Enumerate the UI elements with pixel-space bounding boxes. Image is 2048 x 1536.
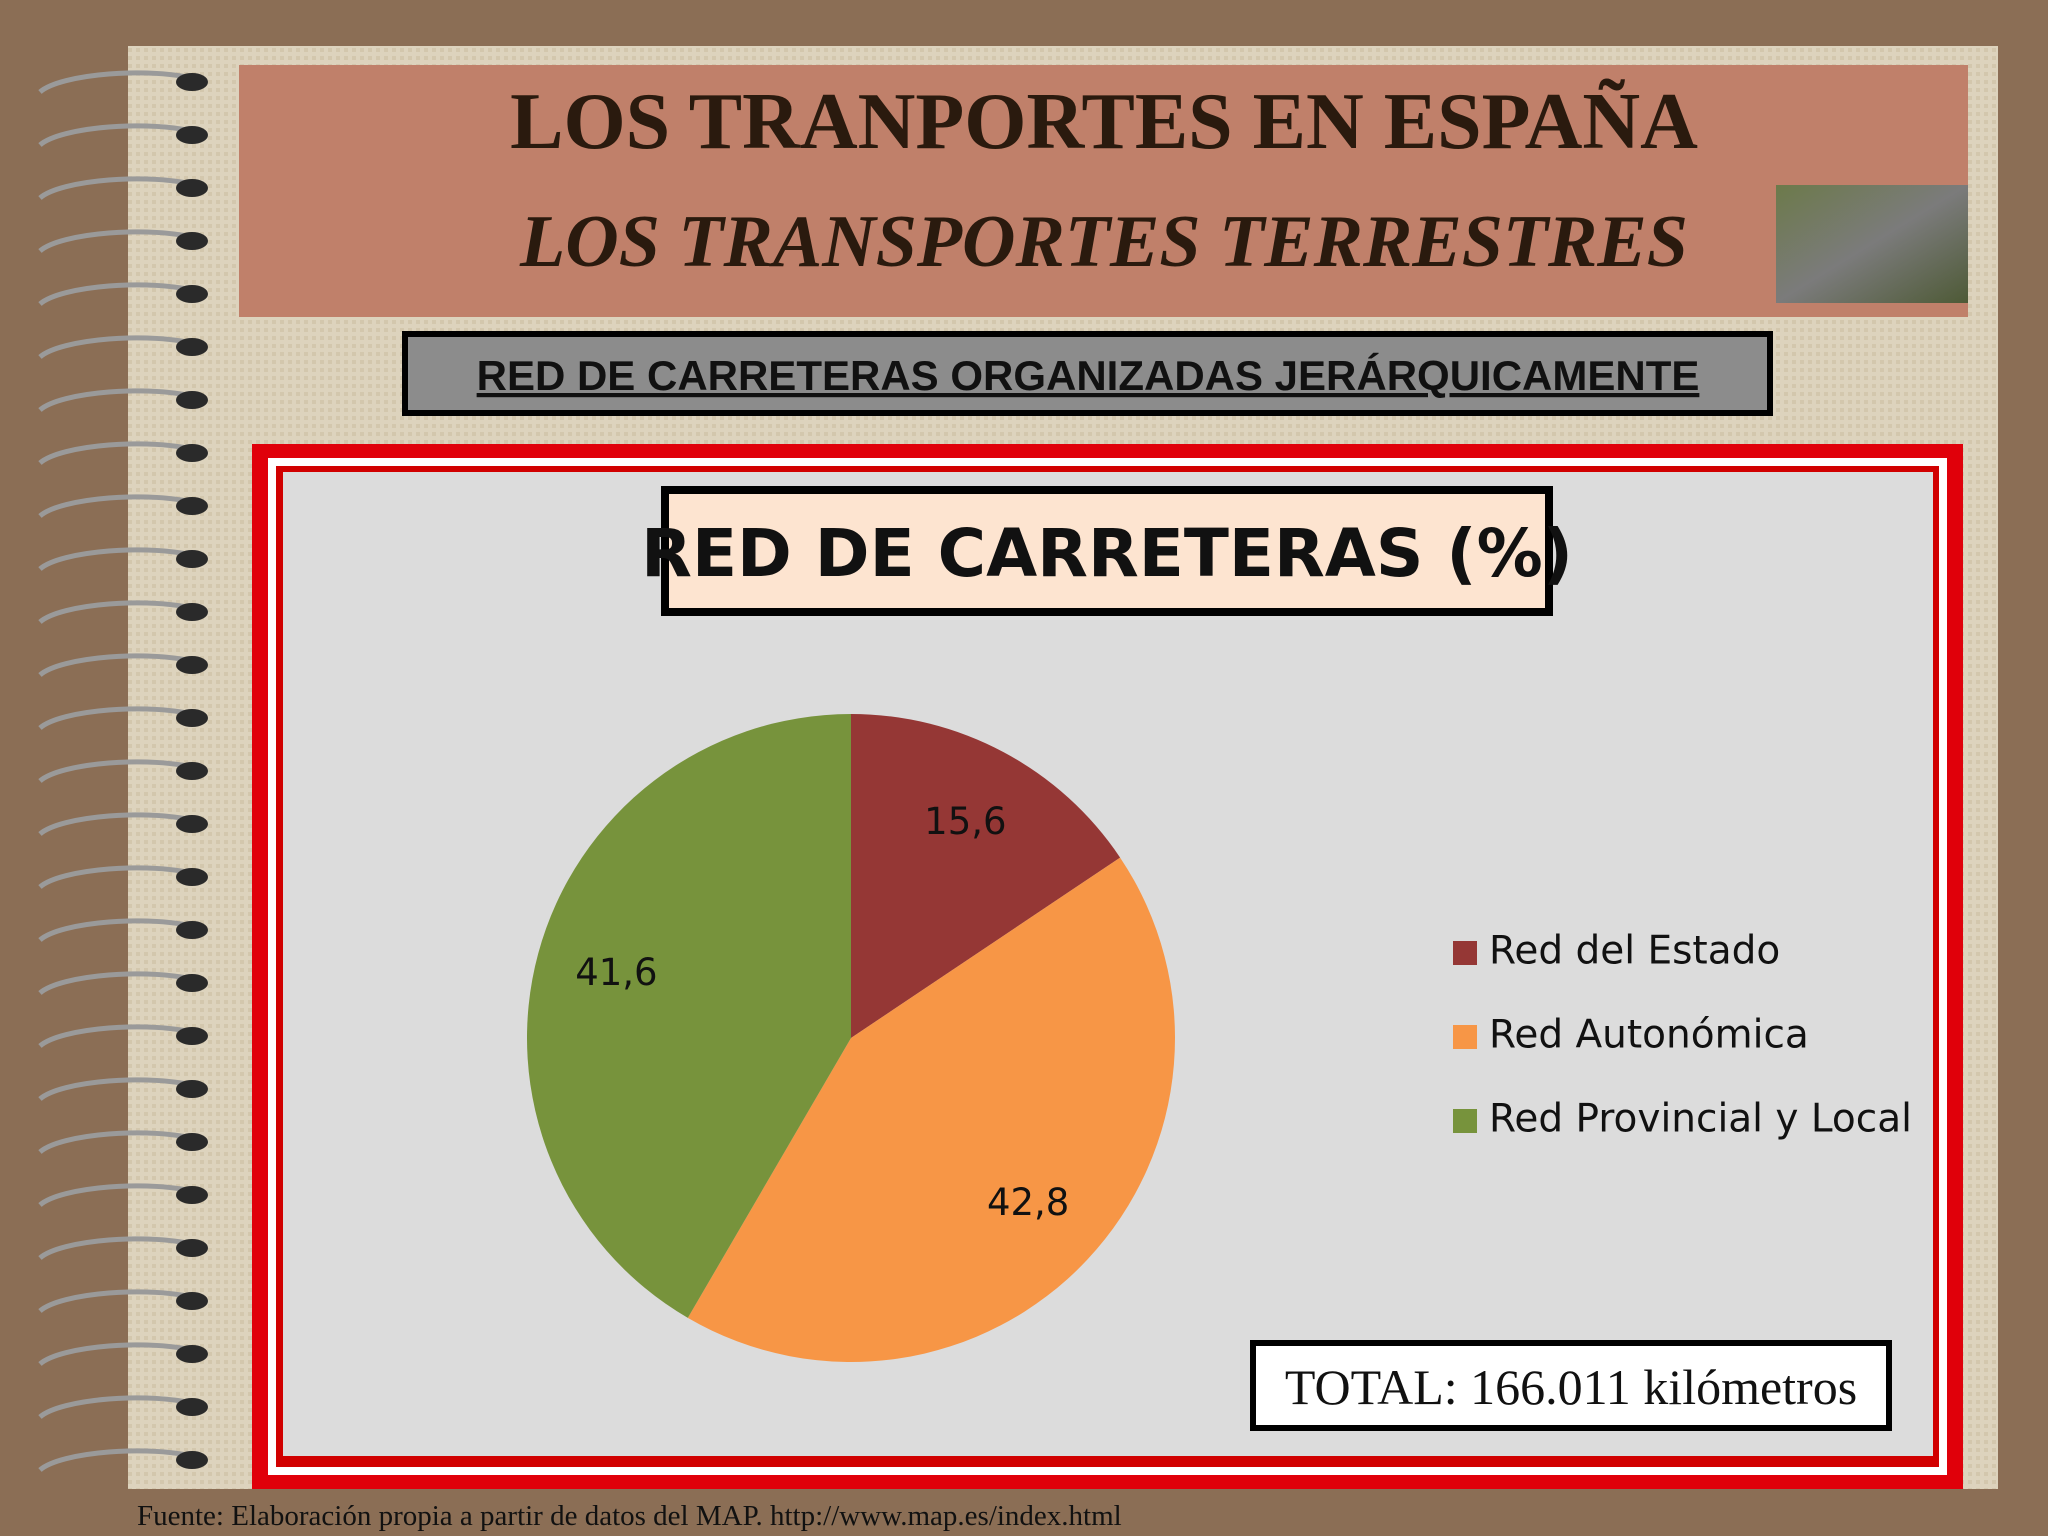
pie-slice [527,714,851,1318]
ring-hole [176,656,208,674]
legend-swatch [1453,941,1477,965]
ring-hole [176,921,208,939]
header-box [239,65,1968,317]
footer: Fuente: Elaboración propia a partir de d… [137,1500,1122,1532]
ring-hole [176,550,208,568]
ring-hole [176,1345,208,1363]
chart-title: RED DE CARRETERAS (%) [641,515,1573,592]
section-box [402,331,1773,416]
legend-label: Red del Estado [1489,929,1780,974]
ring-hole [176,868,208,886]
pie-slice [851,714,1121,1038]
ring-hole [176,232,208,250]
ring-hole [176,444,208,462]
ring-hole [176,603,208,621]
legend: Red del Estado Red Autonómica Red Provinci… [1453,929,1912,1142]
ring-hole [176,126,208,144]
total-note: TOTAL: 166.011 kilómetros [1285,1359,1857,1415]
total-box [1250,1340,1892,1431]
ring-hole [176,1292,208,1310]
header-title: LOS TRANPORTES EN ESPAÑA [510,78,1698,166]
legend-label: Red Provincial y Local [1489,1097,1912,1142]
ring-hole [176,1239,208,1257]
legend-swatch [1453,1025,1477,1049]
ring-hole [176,1080,208,1098]
pie-slice [687,857,1175,1362]
ring-hole [176,762,208,780]
legend-label: Red Autonómica [1489,1013,1809,1058]
ring-hole [176,73,208,91]
ring-hole [176,1451,208,1469]
ring-hole [176,338,208,356]
ring-hole [176,1398,208,1416]
data-label: 42,8 [987,1181,1069,1224]
road-photo [1776,185,1968,303]
ring-hole [176,815,208,833]
ring-hole [176,179,208,197]
pie: 15,6 42,8 41,6 [527,714,1175,1362]
header-subtitle: LOS TRANSPORTES TERRESTRES [519,201,1688,283]
data-label: 15,6 [924,800,1006,843]
spiral-rings [38,70,208,1473]
ring-hole [176,974,208,992]
data-label: 41,6 [575,951,657,994]
ring-hole [176,1027,208,1045]
ring-hole [176,497,208,515]
chart-title-box [661,486,1553,616]
ring-hole [176,285,208,303]
ring-hole [176,1186,208,1204]
section-title: RED DE CARRETERAS ORGANIZADAS JERÁRQUICA… [477,352,1700,399]
ring-hole [176,1133,208,1151]
ring-hole [176,709,208,727]
legend-swatch [1453,1109,1477,1133]
ring-hole [176,391,208,409]
